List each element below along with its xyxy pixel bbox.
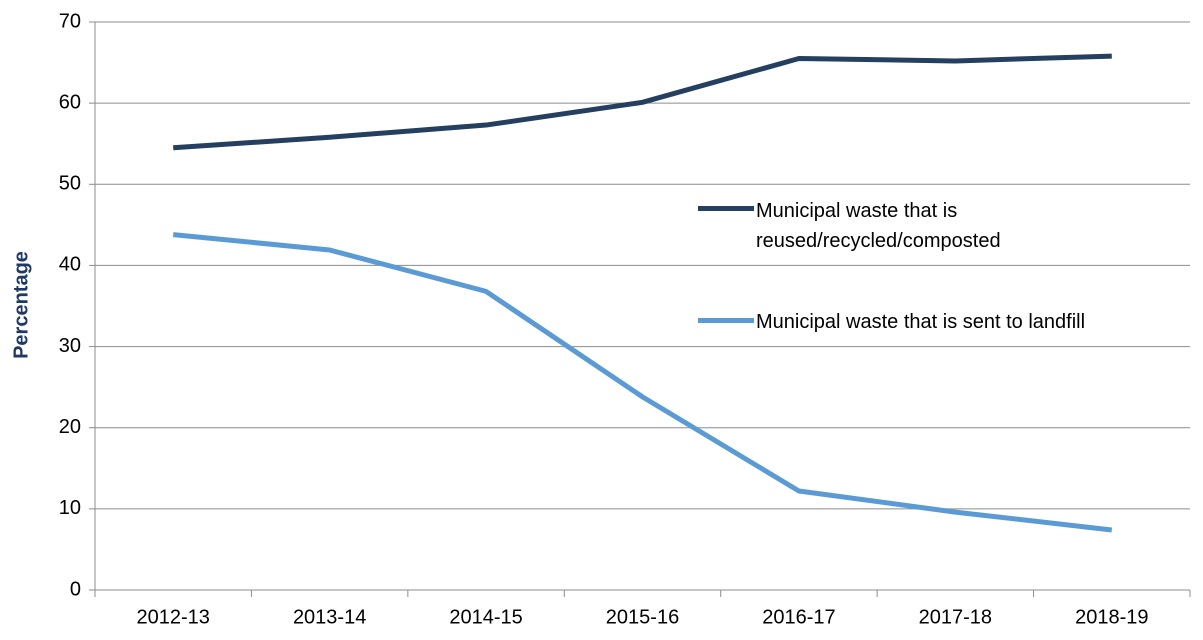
- x-tick-label: 2015-16: [606, 606, 679, 628]
- y-tick-label: 10: [59, 497, 81, 519]
- y-tick-label: 40: [59, 254, 81, 276]
- x-tick-label: 2018-19: [1075, 606, 1148, 628]
- y-tick-label: 70: [59, 10, 81, 32]
- legend-swatch: [698, 206, 754, 211]
- legend-swatch: [698, 318, 754, 323]
- x-tick-label: 2016-17: [762, 606, 835, 628]
- legend-label: Municipal waste that is reused/recycled/…: [756, 200, 1001, 252]
- y-tick-label: 30: [59, 335, 81, 357]
- y-tick-label: 0: [70, 578, 81, 600]
- x-tick-label: 2012-13: [137, 606, 210, 628]
- y-axis-label: Percentage: [10, 251, 32, 359]
- series-line: [172, 232, 1113, 533]
- x-tick-label: 2014-15: [449, 606, 522, 628]
- y-tick-label: 50: [59, 173, 81, 195]
- x-tick-label: 2017-18: [919, 606, 992, 628]
- y-tick-label: 60: [59, 91, 81, 113]
- series-line: [173, 53, 1112, 151]
- y-tick-label: 20: [59, 416, 81, 438]
- x-tick-label: 2013-14: [293, 606, 366, 628]
- legend-label: Municipal waste that is sent to landfill: [756, 311, 1086, 333]
